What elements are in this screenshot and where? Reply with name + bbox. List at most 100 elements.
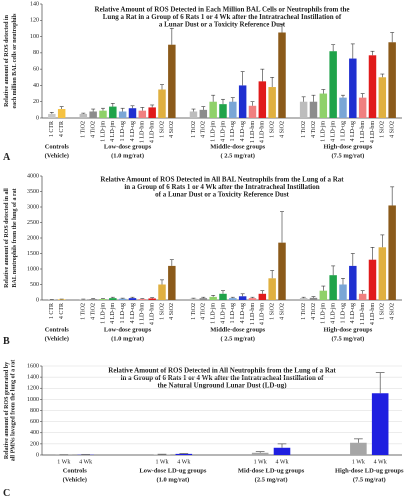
bar (99, 299, 107, 300)
bar (189, 111, 198, 118)
chart-title: of a Lunar Dust or a Toxicity Reference … (155, 191, 289, 199)
y-tick-label: 80 (33, 50, 39, 56)
bar (209, 296, 217, 300)
x-tick-label: 4 LD-ug (240, 121, 246, 142)
bar (368, 55, 377, 118)
bar (158, 89, 166, 118)
bar (299, 298, 308, 300)
bar (128, 108, 137, 118)
y-tick-label: 3000 (27, 204, 39, 210)
group-dose: (7.5 mg/rat) (331, 335, 364, 342)
bar (339, 97, 347, 118)
y-tick-label: 40 (33, 83, 39, 89)
error-bar (130, 296, 135, 299)
error-bar (211, 94, 216, 102)
bar (109, 106, 117, 118)
bar (238, 85, 247, 118)
chart-title: Relative Amount of ROS Detected in Each … (95, 6, 350, 14)
bar (329, 275, 337, 300)
x-tick-label: 4 LD-jm (331, 303, 337, 324)
group-dose: (1.0 mg/rat) (111, 335, 144, 342)
x-tick-label: 4 SiO2 (279, 121, 285, 138)
x-tick-label: 1 LD-jm (211, 121, 217, 142)
x-tick-label: 1 SiO2 (159, 121, 165, 138)
error-bar (311, 94, 316, 102)
bar (258, 81, 267, 118)
error-bar (321, 285, 326, 291)
error-bar (390, 32, 395, 43)
x-tick-label: 4 LD-jm (110, 303, 116, 324)
error-bar (255, 451, 265, 453)
group-dose: (1.0 mg/rat) (111, 152, 144, 159)
error-bar (140, 107, 145, 111)
x-tick-label: 1 TiO2 (301, 121, 307, 138)
x-tick-label: 4 SiO2 (169, 121, 175, 138)
x-tick-label: 1 LD-ug (340, 121, 346, 142)
x-tick-label: 4 SiO2 (169, 303, 175, 320)
y-axis-label: BAL neutrophils from the lung of a rat (12, 188, 18, 287)
y-axis-label: all PMNs lavaged from the lung of a rat (10, 360, 16, 462)
x-tick-label: 1 LD-bm (250, 121, 256, 143)
bar (319, 93, 328, 118)
error-bar (301, 296, 306, 299)
y-tick-label: 1500 (27, 251, 39, 257)
chart-title: Lung a Rat in a Group of 6 Rats 1 or 4 W… (103, 13, 342, 21)
group-label: Mid-dose LD-ug groups (238, 467, 305, 474)
error-bar (360, 290, 365, 294)
x-tick-label: 1 CTR (49, 303, 55, 319)
y-tick-label: 0 (36, 115, 39, 121)
bar (350, 442, 367, 455)
x-tick-label: 1 LD-jm (321, 121, 327, 142)
error-bar (201, 296, 206, 299)
error-bar (201, 106, 206, 110)
bar (378, 247, 387, 300)
x-tick-label: 4 Wk (177, 459, 190, 465)
group-label: High-dose LD-ug groups (335, 467, 404, 474)
bar (368, 259, 377, 300)
y-tick-label: 120 (30, 18, 39, 24)
group-label: Middle-dose groups (210, 326, 265, 333)
bar (48, 113, 56, 118)
error-bar (331, 265, 336, 276)
error-bar (221, 290, 225, 294)
error-bar (169, 28, 174, 45)
error-bar (59, 106, 64, 110)
group-label: Controls (63, 467, 88, 474)
x-tick-label: 4 LD-bm (370, 121, 376, 143)
error-bar (160, 84, 164, 90)
y-axis-label: each million BAL cells or neutrophils (12, 13, 18, 109)
y-axis-label: Relative amount of ROS detected in all (4, 188, 10, 288)
x-tick-label: 1 TiO2 (81, 303, 87, 320)
x-tick-label: 1 LD-ug (230, 303, 236, 324)
x-tick-label: 1 TiO2 (301, 303, 307, 320)
x-tick-label: 1 LD-ug (230, 121, 236, 142)
error-bar (390, 186, 395, 206)
x-tick-label: 1 LD-ug (340, 303, 346, 324)
error-bar (49, 112, 54, 114)
x-tick-label: 1 Wk (352, 459, 365, 465)
error-bar (341, 94, 345, 98)
x-tick-label: 1 LD-bm (360, 303, 366, 325)
error-bar (169, 259, 174, 266)
bar (199, 298, 208, 300)
bar (388, 42, 396, 119)
group-label: Controls (45, 326, 70, 333)
error-bar (150, 104, 155, 108)
x-tick-label: 4 TiO2 (91, 121, 97, 138)
x-tick-label: 4 Wk (374, 459, 387, 465)
bar (109, 298, 117, 300)
bar (209, 101, 217, 118)
group-dose: ( 2.5 mg/rat) (220, 335, 254, 342)
bar (248, 105, 257, 118)
y-tick-label: 100 (30, 34, 39, 40)
error-bar (341, 277, 345, 285)
x-tick-label: 4 LD-bm (150, 121, 156, 143)
group-dose: (1.0 mg/rat) (156, 476, 189, 483)
bar (128, 298, 137, 300)
bar (219, 293, 227, 300)
x-tick-label: 1 LD-jm (100, 121, 106, 142)
group-dose: (Vehicle) (45, 335, 69, 342)
x-tick-label: 1 LD-bm (360, 121, 366, 143)
x-tick-label: 4 SiO2 (390, 121, 396, 138)
error-bar (191, 108, 196, 112)
